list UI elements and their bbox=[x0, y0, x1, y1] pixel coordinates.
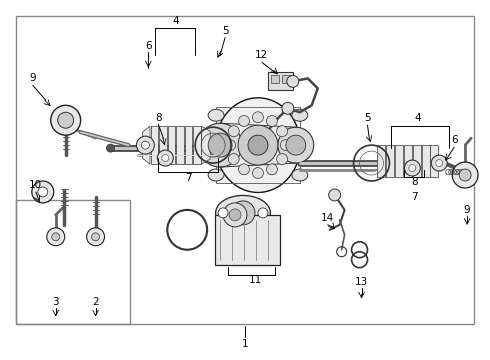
Circle shape bbox=[208, 133, 232, 157]
Ellipse shape bbox=[208, 109, 224, 121]
Bar bbox=[215, 215, 280, 265]
Circle shape bbox=[142, 141, 149, 149]
Polygon shape bbox=[159, 126, 167, 164]
Bar bbox=[271, 75, 279, 84]
Circle shape bbox=[136, 136, 154, 154]
Text: 5: 5 bbox=[364, 113, 371, 123]
Polygon shape bbox=[202, 126, 210, 164]
Polygon shape bbox=[413, 145, 421, 177]
Text: 12: 12 bbox=[255, 50, 269, 60]
Text: 9: 9 bbox=[29, 73, 36, 84]
Bar bbox=[16, 200, 130, 324]
Polygon shape bbox=[430, 145, 439, 177]
Ellipse shape bbox=[208, 169, 224, 181]
Polygon shape bbox=[421, 145, 430, 177]
Circle shape bbox=[277, 154, 288, 165]
Bar bbox=[16, 15, 474, 324]
Ellipse shape bbox=[292, 109, 308, 121]
Text: 4: 4 bbox=[172, 15, 178, 26]
Circle shape bbox=[239, 116, 249, 126]
Bar bbox=[268, 72, 293, 90]
Text: 3: 3 bbox=[52, 297, 59, 306]
Circle shape bbox=[286, 135, 306, 155]
Circle shape bbox=[87, 228, 104, 246]
Text: 1: 1 bbox=[242, 339, 248, 349]
Bar bbox=[282, 75, 290, 84]
Circle shape bbox=[431, 155, 447, 171]
Text: 7: 7 bbox=[185, 173, 192, 183]
Circle shape bbox=[252, 167, 264, 179]
Ellipse shape bbox=[216, 98, 300, 193]
Polygon shape bbox=[395, 145, 403, 177]
Circle shape bbox=[223, 203, 247, 227]
Polygon shape bbox=[386, 145, 394, 177]
Text: 10: 10 bbox=[29, 180, 42, 190]
Circle shape bbox=[248, 135, 268, 155]
Circle shape bbox=[252, 112, 264, 123]
Circle shape bbox=[329, 189, 341, 201]
Polygon shape bbox=[377, 145, 386, 177]
Circle shape bbox=[436, 159, 443, 167]
Circle shape bbox=[157, 150, 173, 166]
Circle shape bbox=[267, 116, 277, 126]
Circle shape bbox=[58, 112, 74, 128]
Circle shape bbox=[32, 181, 54, 203]
Circle shape bbox=[38, 187, 48, 197]
Circle shape bbox=[282, 102, 294, 114]
Text: 6: 6 bbox=[451, 135, 458, 145]
Polygon shape bbox=[185, 126, 193, 164]
Circle shape bbox=[287, 75, 299, 87]
Circle shape bbox=[238, 125, 278, 165]
Text: 8: 8 bbox=[155, 113, 162, 123]
Circle shape bbox=[106, 144, 115, 152]
Circle shape bbox=[459, 169, 471, 181]
Polygon shape bbox=[176, 126, 184, 164]
Circle shape bbox=[267, 164, 277, 175]
Text: 9: 9 bbox=[464, 205, 470, 215]
Circle shape bbox=[277, 126, 288, 137]
Circle shape bbox=[218, 208, 228, 218]
Circle shape bbox=[452, 162, 478, 188]
Ellipse shape bbox=[292, 139, 308, 151]
Circle shape bbox=[239, 164, 249, 175]
Circle shape bbox=[47, 228, 65, 246]
Text: 8: 8 bbox=[411, 177, 417, 187]
Circle shape bbox=[92, 233, 99, 241]
Circle shape bbox=[231, 201, 255, 225]
Circle shape bbox=[52, 233, 60, 241]
Text: 4: 4 bbox=[414, 113, 420, 123]
Ellipse shape bbox=[208, 139, 224, 151]
Ellipse shape bbox=[216, 195, 270, 230]
Polygon shape bbox=[193, 126, 201, 164]
Circle shape bbox=[278, 127, 314, 163]
Text: 14: 14 bbox=[321, 213, 334, 223]
Ellipse shape bbox=[292, 169, 308, 181]
Circle shape bbox=[162, 154, 169, 162]
Circle shape bbox=[51, 105, 81, 135]
Polygon shape bbox=[151, 126, 158, 164]
Text: 6: 6 bbox=[145, 41, 152, 50]
Text: 7: 7 bbox=[411, 192, 417, 202]
Circle shape bbox=[228, 126, 239, 137]
Text: 2: 2 bbox=[92, 297, 99, 306]
Text: 5: 5 bbox=[222, 26, 228, 36]
Text: 13: 13 bbox=[355, 276, 368, 287]
Polygon shape bbox=[143, 126, 150, 164]
Circle shape bbox=[228, 154, 239, 165]
Polygon shape bbox=[168, 126, 175, 164]
Circle shape bbox=[280, 140, 292, 150]
Circle shape bbox=[258, 208, 268, 218]
Circle shape bbox=[409, 165, 416, 171]
Bar bbox=[216, 107, 300, 183]
Circle shape bbox=[224, 140, 236, 150]
Circle shape bbox=[229, 209, 241, 221]
Circle shape bbox=[404, 160, 420, 176]
Circle shape bbox=[198, 123, 242, 167]
Polygon shape bbox=[404, 145, 412, 177]
Text: 11: 11 bbox=[248, 275, 262, 285]
